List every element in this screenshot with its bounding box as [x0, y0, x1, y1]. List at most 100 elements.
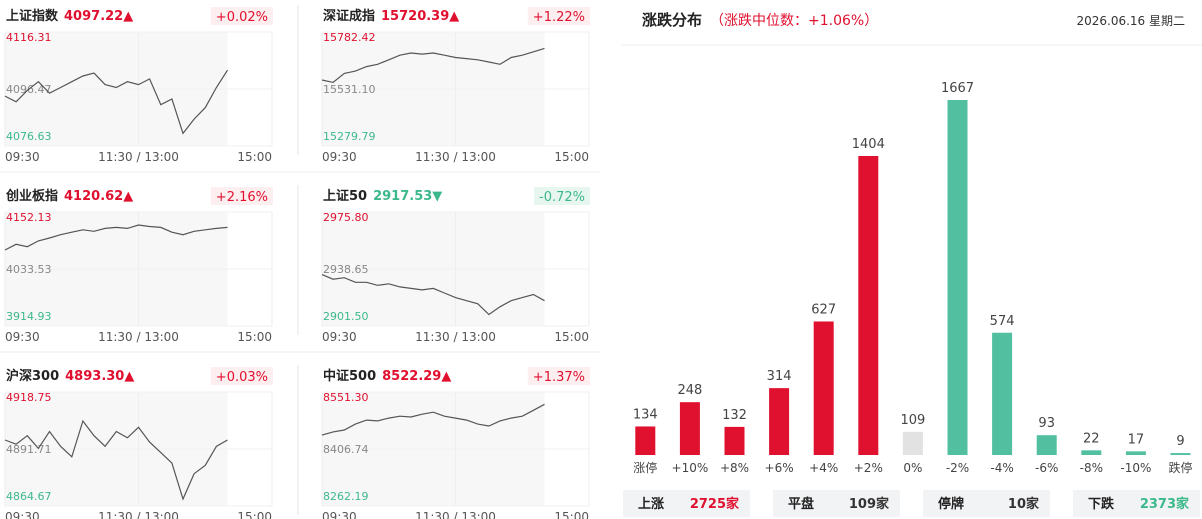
y-tick-label: 15782.42 — [323, 31, 376, 44]
x-tick-label: +8% — [720, 461, 749, 475]
x-tick-label: +10% — [672, 461, 709, 475]
change: -0.72% — [539, 190, 585, 205]
chart-title: 涨跌分布 — [642, 11, 702, 29]
value-label: 574 — [990, 314, 1015, 329]
index-header: 上证指数 4097.22▲ — [6, 8, 133, 24]
x-tick-label: -10% — [1120, 461, 1151, 475]
index-price: 4120.62▲ — [64, 189, 133, 204]
x-tick-label: 涨停 — [633, 460, 657, 475]
x-tick-label: 15:00 — [554, 510, 589, 519]
change: +0.02% — [216, 10, 268, 25]
x-tick-label: 15:00 — [237, 510, 272, 519]
index-header: 深证成指 15720.39▲ — [323, 8, 459, 24]
x-tick-label: 15:00 — [237, 150, 272, 164]
price-line — [4, 419, 228, 501]
x-tick-label: 09:30 — [322, 330, 357, 344]
y-tick-label: 2938.65 — [323, 263, 369, 276]
bar — [947, 100, 968, 455]
stat-label: 下跌 — [1088, 496, 1115, 512]
change-badge — [527, 7, 590, 25]
value-label: 248 — [677, 383, 702, 398]
y-tick-label: 3914.93 — [6, 310, 52, 323]
change-badge — [210, 187, 273, 205]
stat-box — [1073, 490, 1200, 517]
price-line — [321, 274, 545, 316]
y-tick-label: 4891.71 — [6, 443, 52, 456]
x-tick-label: 09:30 — [322, 510, 357, 519]
price-line — [4, 224, 228, 251]
y-tick-label: 4864.67 — [6, 490, 52, 503]
bar — [992, 332, 1013, 455]
y-tick-label: 4076.63 — [6, 130, 52, 143]
y-tick-label: 2901.50 — [323, 310, 369, 323]
x-tick-label: 15:00 — [554, 330, 589, 344]
x-tick-label: 11:30 / 13:00 — [415, 510, 496, 519]
value-label: 9 — [1176, 434, 1184, 449]
index-name: 中证500 — [323, 368, 376, 384]
x-tick-label: -6% — [1035, 461, 1058, 475]
y-tick-label: 4918.75 — [6, 391, 52, 404]
price-line — [4, 69, 229, 135]
index-header: 上证50 2917.53▼ — [323, 189, 442, 204]
y-tick-label: 8262.19 — [323, 490, 369, 503]
stat-box — [773, 490, 900, 517]
index-header: 创业板指 4120.62▲ — [5, 188, 133, 204]
index-price: 4893.30▲ — [65, 369, 134, 384]
x-tick-label: 09:30 — [322, 150, 357, 164]
stat-box — [623, 490, 750, 517]
bar — [1036, 435, 1057, 455]
bar — [724, 426, 745, 455]
index-name: 上证50 — [323, 189, 367, 204]
stat-value: 109家 — [849, 496, 890, 512]
price-line — [321, 403, 545, 436]
y-tick-label: 4116.31 — [6, 31, 52, 44]
change-badge — [527, 367, 590, 385]
bar — [813, 321, 834, 455]
x-tick-label: 11:30 / 13:00 — [415, 150, 496, 164]
x-tick-label: +2% — [854, 461, 883, 475]
x-tick-label: 11:30 / 13:00 — [98, 510, 179, 519]
index-header: 中证500 8522.29▲ — [323, 368, 451, 384]
x-tick-label: 11:30 / 13:00 — [98, 150, 179, 164]
x-tick-label: 11:30 / 13:00 — [98, 330, 179, 344]
value-label: 132 — [722, 408, 747, 423]
stat-label: 上涨 — [638, 497, 664, 512]
x-tick-label: +4% — [809, 461, 838, 475]
y-tick-label: 8551.30 — [323, 391, 369, 404]
index-price: 8522.29▲ — [382, 369, 451, 384]
change-badge — [534, 187, 590, 205]
y-tick-label: 15279.79 — [323, 130, 376, 143]
bar — [635, 426, 656, 455]
bar — [1125, 451, 1146, 455]
stat-label: 平盘 — [788, 496, 814, 512]
y-tick-label: 4033.53 — [6, 263, 52, 276]
x-tick-label: 09:30 — [5, 510, 40, 519]
index-name: 上证指数 — [6, 8, 59, 24]
value-label: 17 — [1128, 432, 1145, 447]
change-badge — [210, 367, 273, 385]
index-price: 15720.39▲ — [381, 9, 459, 24]
x-tick-label: -4% — [990, 461, 1013, 475]
bar — [769, 388, 790, 455]
bar — [679, 402, 700, 455]
y-tick-label: 15531.10 — [323, 83, 376, 96]
index-header: 沪深300 4893.30▲ — [6, 368, 134, 384]
y-tick-label: 8406.74 — [323, 443, 369, 456]
x-tick-label: 15:00 — [554, 150, 589, 164]
price-line — [321, 47, 545, 84]
index-name: 沪深300 — [6, 368, 59, 384]
value-label: 93 — [1038, 416, 1055, 431]
stat-value: 10家 — [1008, 496, 1040, 512]
y-tick-label: 2975.80 — [323, 211, 369, 224]
value-label: 22 — [1083, 431, 1100, 446]
x-tick-label: -2% — [946, 461, 969, 475]
value-label: 314 — [767, 369, 792, 384]
index-name: 创业板指 — [5, 188, 58, 204]
stat-value: 2725家 — [690, 496, 740, 512]
date: 2026.06.16 星期二 — [1076, 14, 1185, 28]
x-tick-label: 11:30 / 13:00 — [415, 330, 496, 344]
subtitle: （涨跌中位数：+1.06%） — [710, 13, 878, 29]
index-price: 4097.22▲ — [64, 9, 133, 24]
value-label: 1667 — [941, 81, 974, 96]
